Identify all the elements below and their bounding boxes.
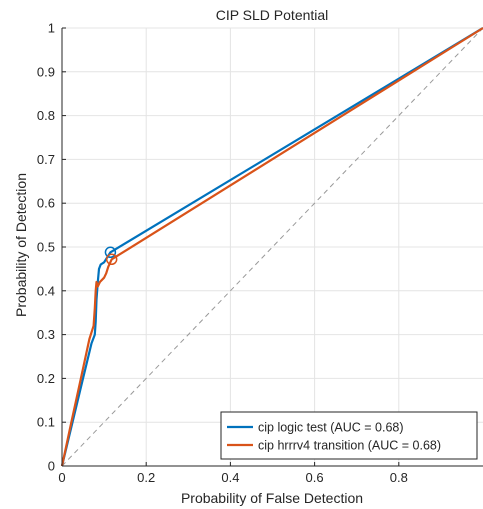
- x-axis-label: Probability of False Detection: [181, 490, 363, 506]
- series-marker-1: [105, 253, 118, 266]
- x-tick-label: 0: [58, 470, 65, 485]
- legend-label-0: cip logic test (AUC = 0.68): [258, 421, 404, 435]
- legend-label-1: cip hrrrv4 transition (AUC = 0.68): [258, 439, 441, 453]
- y-tick-label: 0.1: [37, 415, 55, 430]
- series-line-1: [60, 27, 483, 467]
- y-tick-label: 0.8: [37, 108, 55, 123]
- y-tick-label: 0.3: [37, 327, 55, 342]
- y-tick-label: 0.9: [37, 64, 55, 79]
- y-axis-label: Probability of Detection: [13, 173, 29, 317]
- y-tick-label: 0.7: [37, 152, 55, 167]
- chart-title: CIP SLD Potential: [216, 7, 329, 23]
- y-tick-label: 0.4: [37, 283, 55, 298]
- y-tick-label: 0: [48, 459, 55, 474]
- x-tick-label: 0.4: [221, 470, 239, 485]
- y-tick-label: 1: [48, 21, 55, 36]
- y-tick-label: 0.5: [37, 240, 55, 255]
- y-tick-label: 0.2: [37, 371, 55, 386]
- reference-diagonal: [61, 27, 483, 467]
- x-tick-label: 0.8: [390, 470, 408, 485]
- x-tick-label: 0.6: [306, 470, 324, 485]
- series-line-0: [60, 27, 483, 467]
- series-marker-0: [104, 246, 117, 259]
- axes: 0 0.2 0.4 0.6 0.8 0 0.1 0.2 0.3 0.4 0.5 0.6 0.7 0.8 0.…: [37, 21, 483, 485]
- legend: cip logic test (AUC = 0.68) cip hrrrv4 tr…: [220, 411, 478, 460]
- y-tick-label: 0.6: [37, 196, 55, 211]
- series-group: [60, 27, 483, 467]
- x-tick-label: 0.2: [137, 470, 155, 485]
- legend-box: [220, 411, 478, 460]
- reference-line: [61, 27, 483, 467]
